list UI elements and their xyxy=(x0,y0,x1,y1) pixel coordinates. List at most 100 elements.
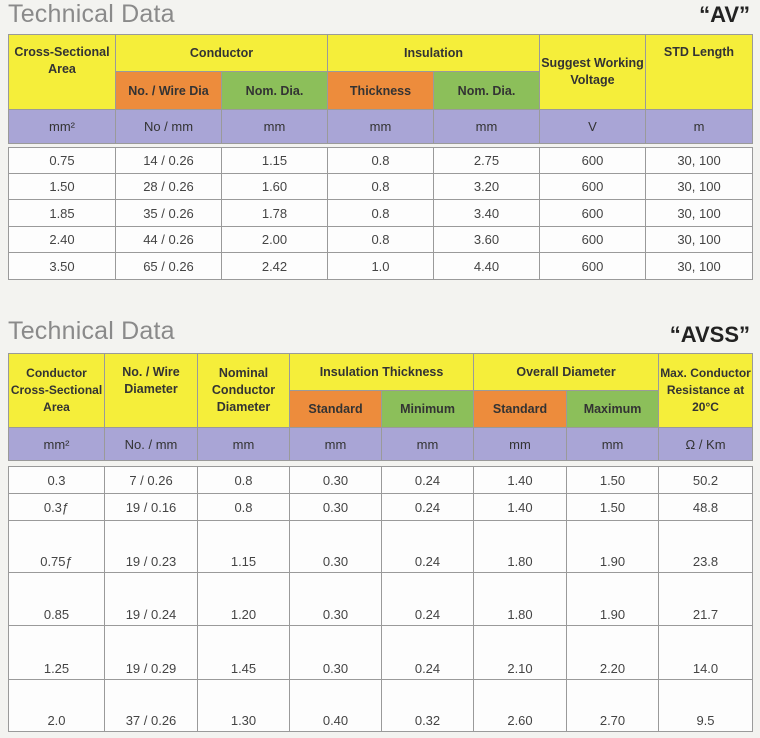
table-cell: 50.2 xyxy=(658,466,753,494)
av-header-wire-dia: No. / Wire Dia xyxy=(115,71,222,110)
table-cell: 0.75ƒ xyxy=(8,520,105,573)
unit-cell: mm² xyxy=(8,109,116,144)
table-cell: 2.60 xyxy=(473,679,567,732)
avss-header-ins-minimum: Minimum xyxy=(380,390,475,428)
avss-section-title: Technical Data xyxy=(8,317,175,345)
av-header-thickness: Thickness xyxy=(327,71,434,110)
table-row: 0.75 14 / 0.26 1.15 0.8 2.75 600 30, 100 xyxy=(8,147,753,174)
table-cell: 30, 100 xyxy=(645,226,753,253)
table-cell: 1.90 xyxy=(566,572,659,626)
table-cell: 0.32 xyxy=(381,679,474,732)
table-cell: 1.78 xyxy=(221,199,328,227)
table-cell: 0.30 xyxy=(289,572,382,626)
table-cell: 30, 100 xyxy=(645,252,753,280)
avss-header-table: Conductor Cross-Sectional Area No. / Wir… xyxy=(8,353,754,461)
table-cell: 65 / 0.26 xyxy=(115,252,222,280)
table-cell: 19 / 0.23 xyxy=(104,520,198,573)
table-row: 3.50 65 / 0.26 2.42 1.0 4.40 600 30, 100 xyxy=(8,252,753,280)
table-cell: 30, 100 xyxy=(645,147,753,174)
table-cell: 44 / 0.26 xyxy=(115,226,222,253)
table-cell: 1.50 xyxy=(566,466,659,494)
table-cell: 14 / 0.26 xyxy=(115,147,222,174)
table-cell: 23.8 xyxy=(658,520,753,573)
table-cell: 1.40 xyxy=(473,466,567,494)
table-cell: 2.0 xyxy=(8,679,105,732)
unit-cell: mm xyxy=(197,427,290,461)
table-cell: 600 xyxy=(539,147,646,174)
unit-cell: mm xyxy=(433,109,540,144)
av-header-conductor-nom-dia: Nom. Dia. xyxy=(221,71,328,110)
table-cell: 0.8 xyxy=(327,147,434,174)
table-cell: 1.15 xyxy=(197,520,290,573)
avss-header-insulation-thickness: Insulation Thickness xyxy=(288,353,475,391)
table-row: 1.85 35 / 0.26 1.78 0.8 3.40 600 30, 100 xyxy=(8,199,753,227)
avss-header-od-maximum: Maximum xyxy=(566,390,660,428)
av-header-area: Cross-Sectional Area xyxy=(8,34,116,110)
unit-cell: mm xyxy=(566,427,660,461)
table-cell: 0.8 xyxy=(327,226,434,253)
table-cell: 35 / 0.26 xyxy=(115,199,222,227)
table-cell: 1.60 xyxy=(221,173,328,200)
av-units-row: mm² No / mm mm mm mm V m xyxy=(8,109,753,144)
table-cell: 0.30 xyxy=(289,493,382,521)
avss-header-ins-standard: Standard xyxy=(289,390,382,428)
avss-code-label: “AVSS” xyxy=(669,322,750,347)
table-cell: 0.24 xyxy=(381,493,474,521)
table-row: 1.25 19 / 0.29 1.45 0.30 0.24 2.10 2.20 … xyxy=(8,625,753,680)
table-cell: 1.50 xyxy=(8,173,116,200)
table-cell: 19 / 0.24 xyxy=(104,572,198,626)
table-cell: 2.42 xyxy=(221,252,328,280)
table-cell: 0.3 xyxy=(8,466,105,494)
table-row: 2.0 37 / 0.26 1.30 0.40 0.32 2.60 2.70 9… xyxy=(8,679,753,732)
table-cell: 3.40 xyxy=(433,199,540,227)
table-cell: 600 xyxy=(539,226,646,253)
table-cell: 7 / 0.26 xyxy=(104,466,198,494)
table-cell: 0.24 xyxy=(381,572,474,626)
table-cell: 21.7 xyxy=(658,572,753,626)
av-header-voltage: Suggest Working Voltage xyxy=(539,34,646,110)
table-cell: 48.8 xyxy=(658,493,753,521)
table-cell: 30, 100 xyxy=(645,173,753,200)
table-cell: 0.8 xyxy=(197,466,290,494)
table-cell: 0.85 xyxy=(8,572,105,626)
table-cell: 3.60 xyxy=(433,226,540,253)
table-cell: 0.8 xyxy=(327,173,434,200)
table-row: 2.40 44 / 0.26 2.00 0.8 3.60 600 30, 100 xyxy=(8,226,753,253)
table-cell: 0.30 xyxy=(289,625,382,680)
table-row: 0.3 7 / 0.26 0.8 0.30 0.24 1.40 1.50 50.… xyxy=(8,466,753,494)
unit-cell: V xyxy=(539,109,646,144)
table-cell: 0.24 xyxy=(381,520,474,573)
unit-cell: Ω / Km xyxy=(658,427,754,461)
table-cell: 2.00 xyxy=(221,226,328,253)
table-cell: 3.50 xyxy=(8,252,116,280)
table-cell: 600 xyxy=(539,199,646,227)
avss-units-row: mm² No. / mm mm mm mm mm mm Ω / Km xyxy=(8,427,754,461)
table-cell: 1.20 xyxy=(197,572,290,626)
avss-header-od-standard: Standard xyxy=(473,390,568,428)
table-cell: 19 / 0.29 xyxy=(104,625,198,680)
table-cell: 0.8 xyxy=(327,199,434,227)
table-cell: 19 / 0.16 xyxy=(104,493,198,521)
unit-cell: mm xyxy=(221,109,328,144)
avss-header-nominal: Nominal Conductor Diameter xyxy=(197,353,290,428)
avss-header-area: Conductor Cross-Sectional Area xyxy=(8,353,105,428)
table-cell: 0.30 xyxy=(289,520,382,573)
unit-cell: mm xyxy=(473,427,568,461)
av-header-length: STD Length xyxy=(645,34,753,110)
unit-cell: mm² xyxy=(8,427,105,461)
av-data-table: 0.75 14 / 0.26 1.15 0.8 2.75 600 30, 100… xyxy=(8,147,753,280)
unit-cell: mm xyxy=(327,109,434,144)
unit-cell: mm xyxy=(380,427,475,461)
av-header-table: Cross-Sectional Area Conductor Insulatio… xyxy=(8,34,753,144)
table-cell: 0.30 xyxy=(289,466,382,494)
unit-cell: No. / mm xyxy=(104,427,198,461)
table-cell: 1.0 xyxy=(327,252,434,280)
table-cell: 1.30 xyxy=(197,679,290,732)
table-cell: 3.20 xyxy=(433,173,540,200)
table-row: 0.3ƒ 19 / 0.16 0.8 0.30 0.24 1.40 1.50 4… xyxy=(8,493,753,521)
table-cell: 600 xyxy=(539,252,646,280)
avss-data-table: 0.3 7 / 0.26 0.8 0.30 0.24 1.40 1.50 50.… xyxy=(8,466,753,732)
avss-header-resistance: Max. Conductor Resistance at 20°C xyxy=(658,353,754,428)
unit-cell: m xyxy=(645,109,753,144)
table-cell: 2.70 xyxy=(566,679,659,732)
